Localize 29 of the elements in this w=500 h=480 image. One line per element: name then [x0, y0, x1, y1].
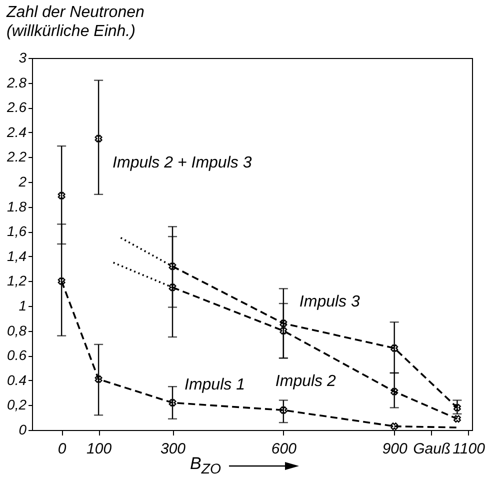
y-tick-label: 1,2 [7, 272, 27, 289]
y-tick-label: 3 [18, 50, 27, 66]
y-tick-label: 2.6 [6, 99, 27, 116]
y-tick-label: 0.6 [7, 347, 27, 364]
x-tick-label: 900 [382, 440, 408, 458]
y-tick-label: 0.4 [7, 372, 27, 388]
x-axis-title: B$_{ZO}$ [190, 454, 222, 478]
y-tick-label: 2.2 [6, 148, 27, 165]
y-tick-label: 2.8 [6, 74, 27, 90]
y-tick-label: 2 [18, 174, 27, 190]
x-tick-label: 600 [271, 440, 298, 458]
x-tick-label: 300 [160, 440, 186, 458]
x-tick-label: Gauß [413, 440, 451, 458]
y-tick-label: 0,8 [7, 322, 27, 338]
series-label: Impuls 3 [299, 293, 360, 310]
y-tick-label: 1,4 [7, 248, 27, 264]
series-label: Impuls 2 + Impuls 3 [112, 154, 252, 172]
series-label: Impuls 2 [275, 372, 336, 390]
x-tick-label: 0 [58, 440, 67, 458]
series-label: Impuls 1 [184, 376, 245, 394]
y-tick-label: 1,6 [7, 223, 27, 240]
x-tick-label: 1100 [452, 440, 486, 458]
y-axis-title: Zahl der Neutronen (willkürliche Einh.) [6, 4, 144, 40]
x-tick-label: 100 [86, 440, 112, 458]
y-tick-label: 1.8 [7, 198, 27, 214]
y-tick-label: 0,2 [7, 396, 27, 413]
y-tick-label: 2.4 [6, 124, 27, 140]
y-tick-label: 0 [18, 422, 27, 438]
y-tick-label: 1 [18, 298, 26, 314]
